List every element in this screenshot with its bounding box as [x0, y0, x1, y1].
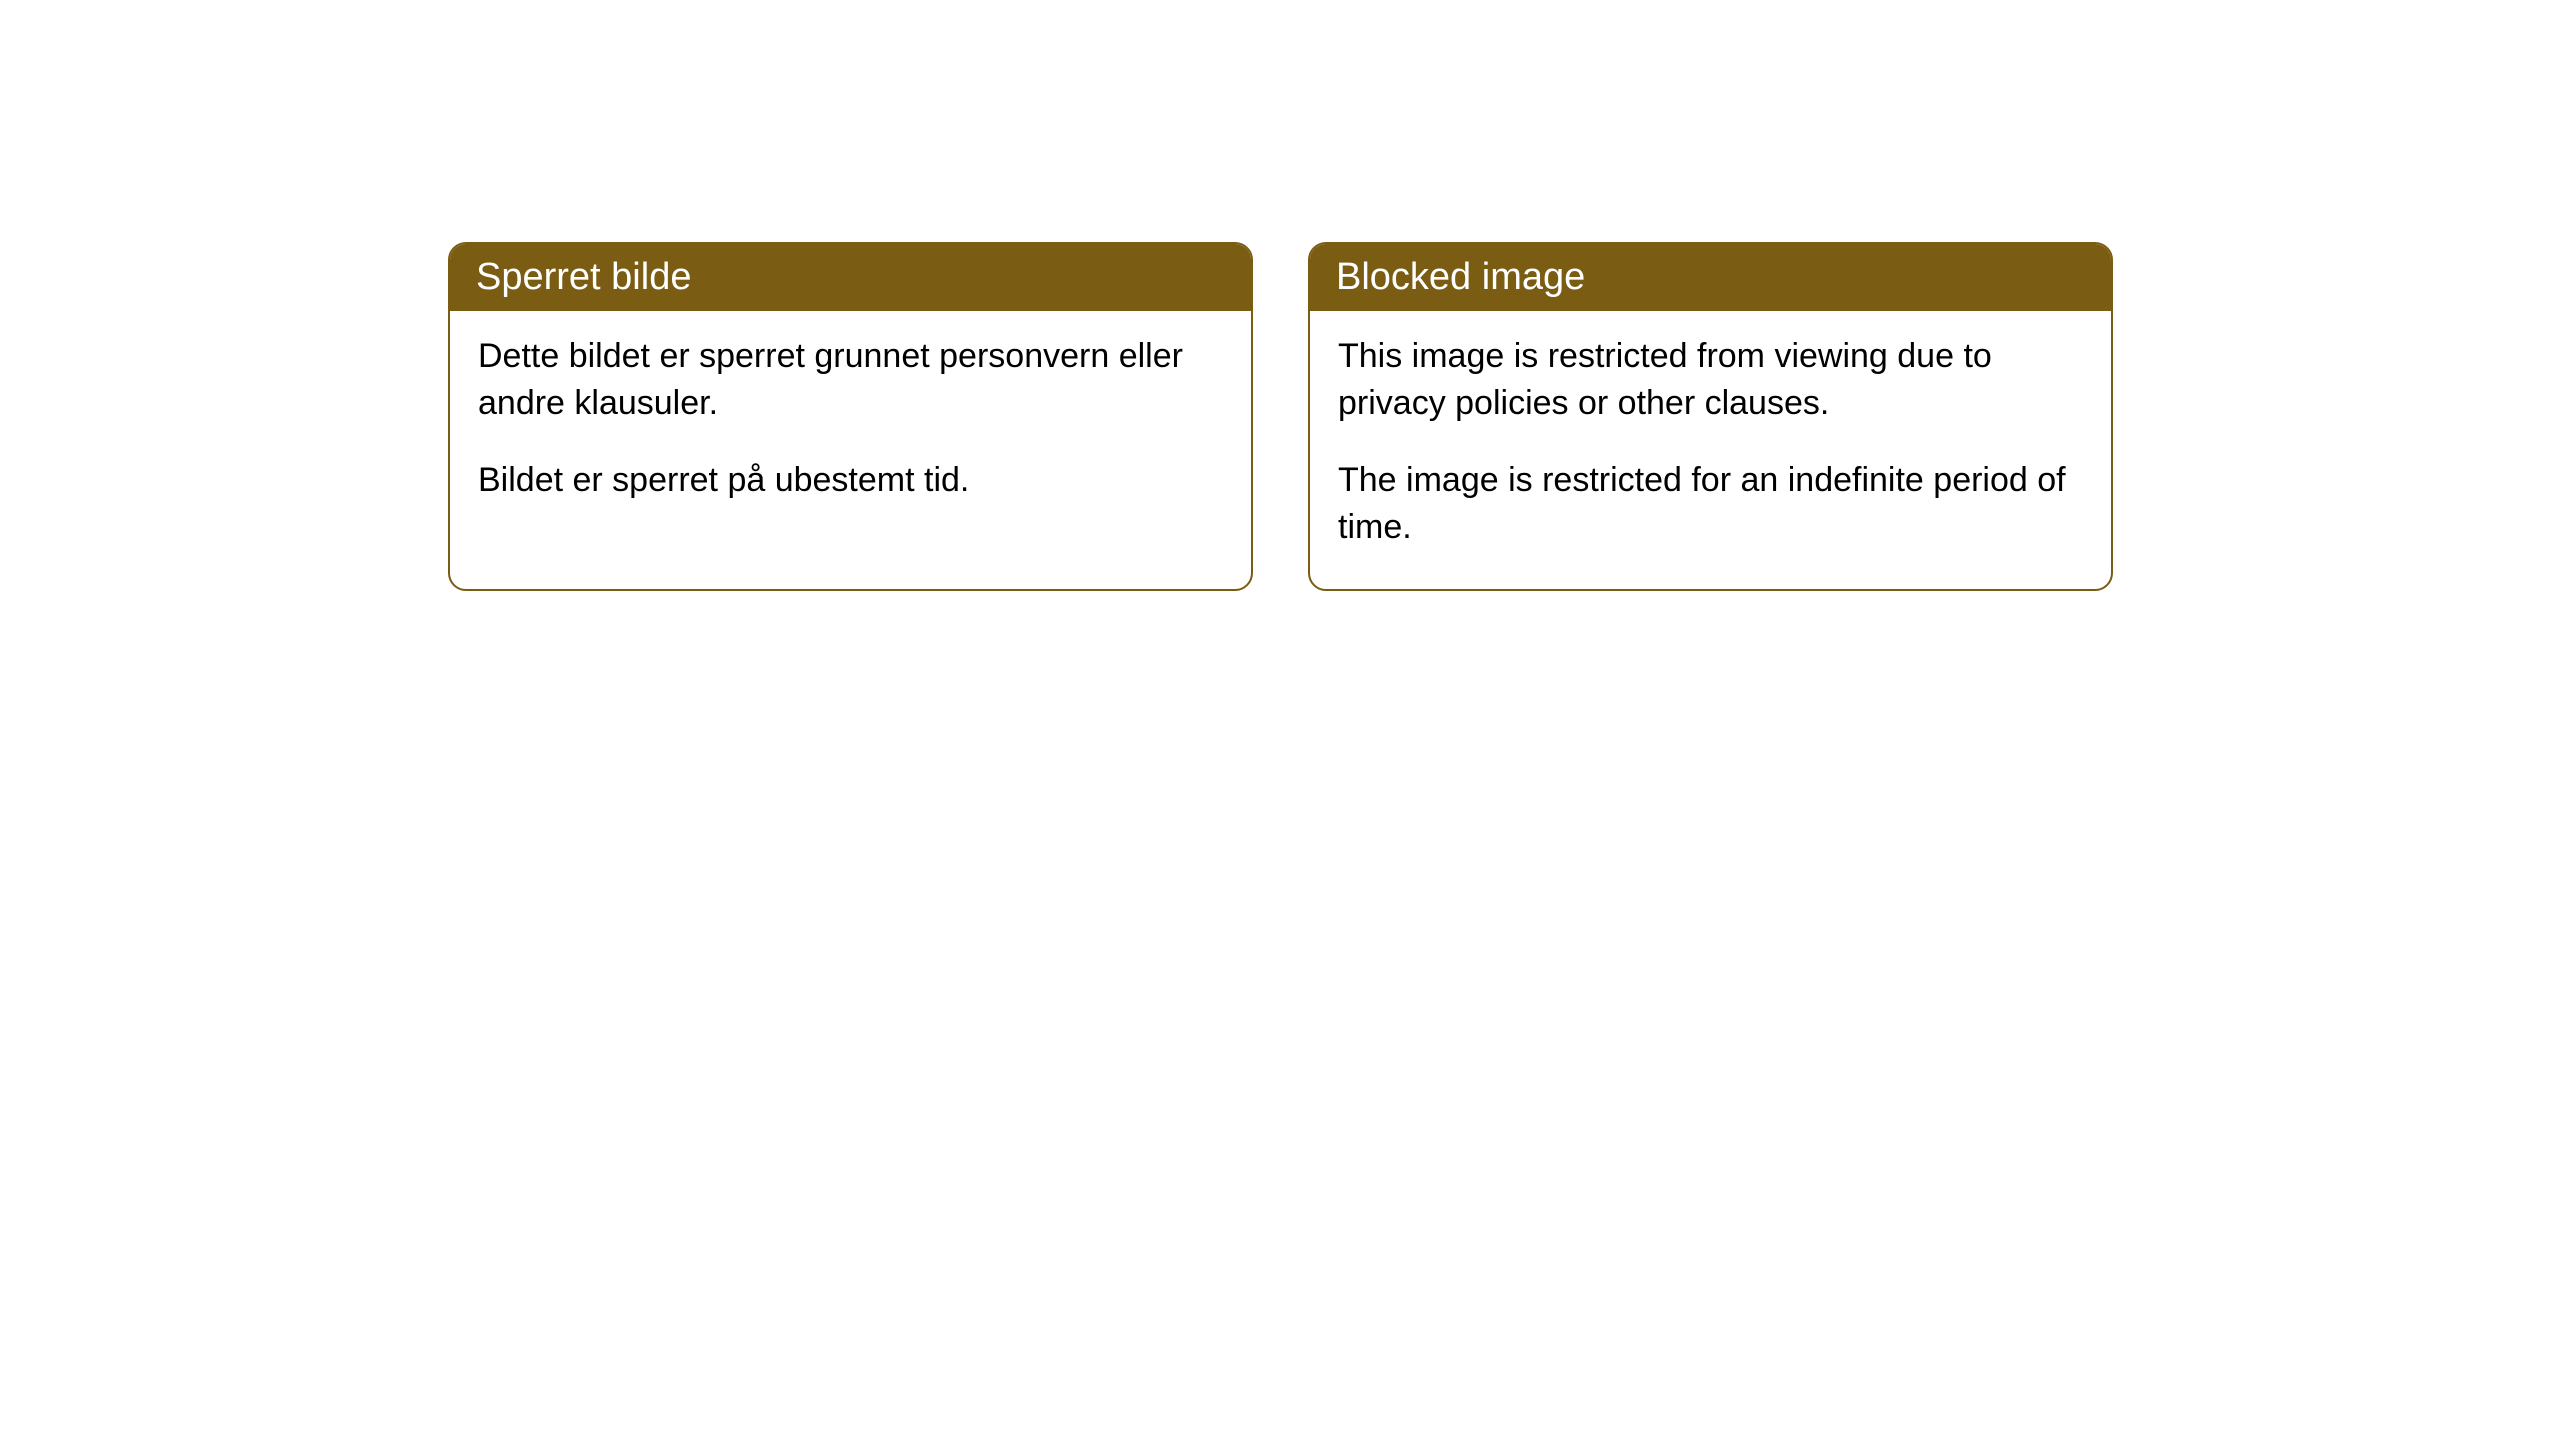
card-body-en: This image is restricted from viewing du…: [1310, 311, 2111, 589]
blocked-image-card-no: Sperret bilde Dette bildet er sperret gr…: [448, 242, 1253, 591]
cards-container: Sperret bilde Dette bildet er sperret gr…: [0, 0, 2560, 591]
card-body-no: Dette bildet er sperret grunnet personve…: [450, 311, 1251, 542]
card-paragraph-2-no: Bildet er sperret på ubestemt tid.: [478, 457, 1223, 504]
card-paragraph-1-en: This image is restricted from viewing du…: [1338, 333, 2083, 427]
card-header-no: Sperret bilde: [450, 244, 1251, 311]
card-paragraph-1-no: Dette bildet er sperret grunnet personve…: [478, 333, 1223, 427]
blocked-image-card-en: Blocked image This image is restricted f…: [1308, 242, 2113, 591]
card-paragraph-2-en: The image is restricted for an indefinit…: [1338, 457, 2083, 551]
card-header-en: Blocked image: [1310, 244, 2111, 311]
